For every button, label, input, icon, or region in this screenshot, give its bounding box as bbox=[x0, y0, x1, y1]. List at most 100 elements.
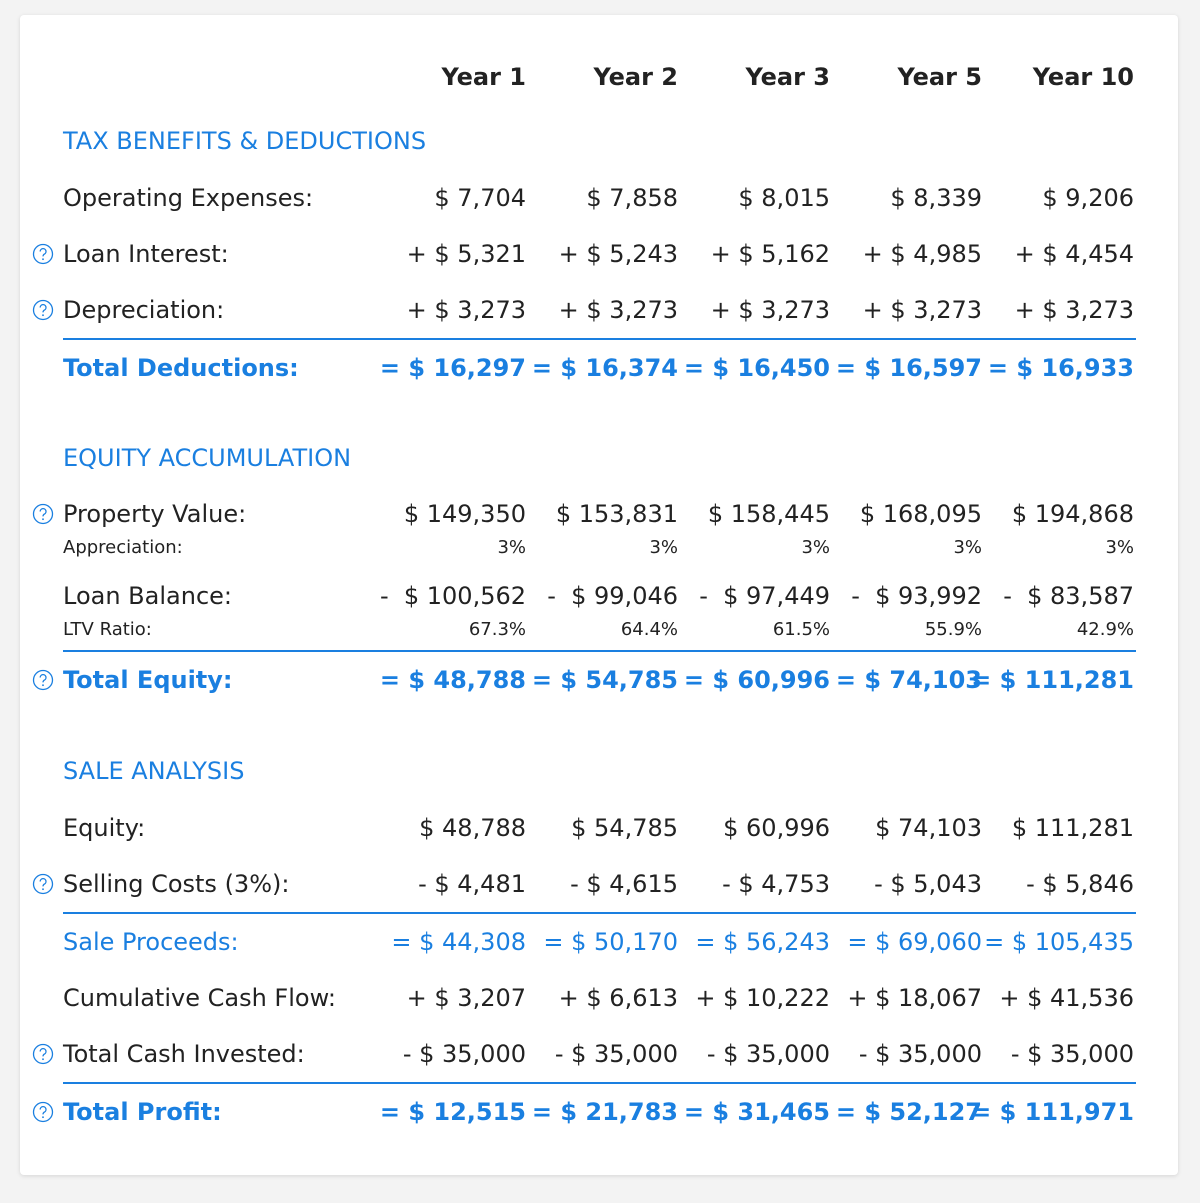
cell-value: $ 8,339 bbox=[890, 184, 982, 212]
cell-value: - $ 93,992 bbox=[851, 582, 982, 610]
cell-value: = $ 105,435 bbox=[984, 928, 1134, 956]
cell-value: $ 111,281 bbox=[1011, 814, 1134, 842]
row-label: Operating Expenses: bbox=[63, 184, 314, 212]
cell-value: - $ 35,000 bbox=[554, 1040, 678, 1068]
cell-value: + $ 41,536 bbox=[999, 984, 1134, 1012]
row-label: Selling Costs (3%): bbox=[63, 870, 290, 898]
divider bbox=[63, 650, 1136, 652]
cell-value: = $ 60,996 bbox=[683, 666, 830, 694]
row-label: Cumulative Cash Flow: bbox=[63, 984, 336, 1012]
row-label: Appreciation: bbox=[63, 537, 183, 558]
section-title: TAX BENEFITS & DEDUCTIONS bbox=[63, 127, 427, 155]
cell-value: = $ 16,297 bbox=[379, 354, 526, 382]
row-label: Loan Interest: bbox=[63, 240, 229, 268]
cell-value: $ 48,788 bbox=[419, 814, 526, 842]
cell-value: 64.4% bbox=[620, 619, 678, 640]
cell-value: + $ 6,613 bbox=[558, 984, 678, 1012]
cell-value: 3% bbox=[801, 537, 830, 558]
cell-value: - $ 35,000 bbox=[402, 1040, 526, 1068]
help-icon[interactable] bbox=[32, 1043, 54, 1065]
cell-value: + $ 5,243 bbox=[558, 240, 678, 268]
cell-value: 3% bbox=[1105, 537, 1134, 558]
cell-value: - $ 100,562 bbox=[379, 582, 526, 610]
cell-value: - $ 83,587 bbox=[1003, 582, 1134, 610]
cell-value: $ 149,350 bbox=[403, 500, 526, 528]
cell-value: = $ 31,465 bbox=[683, 1098, 830, 1126]
cell-value: - $ 99,046 bbox=[547, 582, 678, 610]
row-label: Total Equity: bbox=[63, 666, 233, 694]
row-label: Equity: bbox=[63, 814, 146, 842]
cell-value: 42.9% bbox=[1076, 619, 1134, 640]
help-icon[interactable] bbox=[32, 503, 54, 525]
cell-value: = $ 54,785 bbox=[531, 666, 678, 694]
column-header: Year 5 bbox=[897, 63, 982, 91]
cell-value: = $ 69,060 bbox=[847, 928, 982, 956]
cell-value: = $ 16,450 bbox=[683, 354, 830, 382]
row-label: Total Deductions: bbox=[63, 354, 299, 382]
cell-value: + $ 3,273 bbox=[862, 296, 982, 324]
cell-value: + $ 4,985 bbox=[862, 240, 982, 268]
cell-value: = $ 111,281 bbox=[971, 666, 1134, 694]
cell-value: + $ 5,162 bbox=[710, 240, 830, 268]
cell-value: = $ 16,933 bbox=[987, 354, 1134, 382]
cell-value: - $ 35,000 bbox=[858, 1040, 982, 1068]
cell-value: 3% bbox=[497, 537, 526, 558]
divider bbox=[63, 912, 1136, 914]
cell-value: - $ 4,481 bbox=[418, 870, 526, 898]
cell-value: = $ 52,127 bbox=[835, 1098, 982, 1126]
cell-value: $ 153,831 bbox=[555, 500, 678, 528]
cell-value: - $ 35,000 bbox=[706, 1040, 830, 1068]
cell-value: = $ 21,783 bbox=[531, 1098, 678, 1126]
divider bbox=[63, 1082, 1136, 1084]
cell-value: - $ 35,000 bbox=[1010, 1040, 1134, 1068]
cell-value: = $ 48,788 bbox=[379, 666, 526, 694]
cell-value: + $ 3,207 bbox=[406, 984, 526, 1012]
cell-value: $ 168,095 bbox=[859, 500, 982, 528]
cell-value: 55.9% bbox=[924, 619, 982, 640]
help-icon[interactable] bbox=[32, 1101, 54, 1123]
cell-value: + $ 18,067 bbox=[847, 984, 982, 1012]
section-title: SALE ANALYSIS bbox=[63, 757, 245, 785]
cell-value: $ 54,785 bbox=[571, 814, 678, 842]
cell-value: + $ 3,273 bbox=[406, 296, 526, 324]
cell-value: - $ 4,615 bbox=[570, 870, 678, 898]
cell-value: + $ 5,321 bbox=[406, 240, 526, 268]
cell-value: $ 7,858 bbox=[586, 184, 678, 212]
column-header: Year 10 bbox=[1032, 63, 1134, 91]
cell-value: $ 74,103 bbox=[875, 814, 982, 842]
cell-value: = $ 74,103 bbox=[835, 666, 982, 694]
section-title: EQUITY ACCUMULATION bbox=[63, 444, 352, 472]
row-label: Loan Balance: bbox=[63, 582, 232, 610]
cell-value: + $ 3,273 bbox=[1014, 296, 1134, 324]
cell-value: = $ 44,308 bbox=[391, 928, 526, 956]
cell-value: + $ 10,222 bbox=[695, 984, 830, 1012]
column-header: Year 1 bbox=[441, 63, 526, 91]
row-label: Depreciation: bbox=[63, 296, 225, 324]
help-icon[interactable] bbox=[32, 873, 54, 895]
cell-value: + $ 4,454 bbox=[1014, 240, 1134, 268]
cell-value: = $ 111,971 bbox=[971, 1098, 1134, 1126]
column-header: Year 2 bbox=[593, 63, 678, 91]
column-header: Year 3 bbox=[745, 63, 830, 91]
cell-value: = $ 50,170 bbox=[543, 928, 678, 956]
cell-value: $ 8,015 bbox=[738, 184, 830, 212]
cell-value: $ 194,868 bbox=[1011, 500, 1134, 528]
cell-value: $ 60,996 bbox=[723, 814, 830, 842]
cell-value: - $ 4,753 bbox=[722, 870, 830, 898]
help-icon[interactable] bbox=[32, 299, 54, 321]
cell-value: + $ 3,273 bbox=[710, 296, 830, 324]
cell-value: 61.5% bbox=[772, 619, 830, 640]
help-icon[interactable] bbox=[32, 669, 54, 691]
cell-value: 3% bbox=[953, 537, 982, 558]
cell-value: $ 7,704 bbox=[434, 184, 526, 212]
cell-value: $ 9,206 bbox=[1042, 184, 1134, 212]
cell-value: $ 158,445 bbox=[707, 500, 830, 528]
cell-value: - $ 5,043 bbox=[874, 870, 982, 898]
card bbox=[20, 15, 1178, 1175]
cell-value: = $ 12,515 bbox=[379, 1098, 526, 1126]
help-icon[interactable] bbox=[32, 243, 54, 265]
cell-value: - $ 5,846 bbox=[1026, 870, 1134, 898]
cell-value: = $ 16,597 bbox=[835, 354, 982, 382]
row-label: Total Profit: bbox=[63, 1098, 222, 1126]
